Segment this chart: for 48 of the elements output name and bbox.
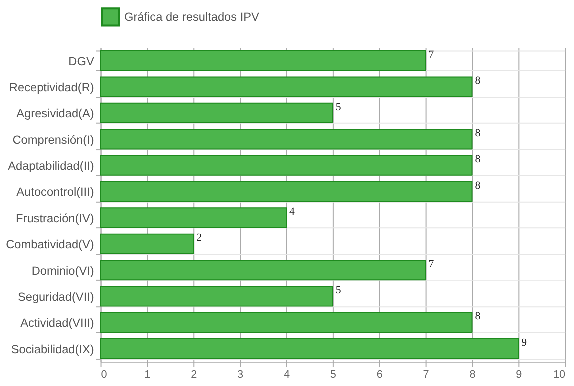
bar <box>100 260 426 281</box>
x-tick-label: 10 <box>554 369 566 382</box>
x-tick-label: 9 <box>516 369 522 382</box>
data-label: 7 <box>428 48 435 61</box>
data-label: 5 <box>336 284 342 297</box>
x-tick-label: 2 <box>191 369 198 382</box>
y-tick-label: Combatividad(V) <box>6 238 94 252</box>
y-tick-label: Actividad(VIII) <box>20 316 94 330</box>
data-label: 2 <box>196 232 202 244</box>
y-tick-label: Autocontrol(III) <box>16 185 94 200</box>
y-tick-label: Seguridad(VII) <box>18 290 94 304</box>
x-tick-label: 0 <box>101 369 108 382</box>
bar <box>100 155 473 176</box>
legend-label: Gráfica de resultados IPV <box>124 10 260 24</box>
x-tick-label: 6 <box>376 369 383 382</box>
data-label: 8 <box>475 310 482 323</box>
bar <box>100 129 473 150</box>
data-label: 8 <box>475 75 482 88</box>
data-label: 8 <box>475 154 482 166</box>
bar <box>100 286 334 307</box>
data-label: 4 <box>289 206 296 218</box>
data-label: 7 <box>428 258 435 270</box>
y-tick-label: Frustración(IV) <box>16 211 94 226</box>
data-label: 9 <box>522 336 528 349</box>
data-label: 5 <box>336 101 342 114</box>
y-tick-label: Adaptabilidad(II) <box>8 159 94 174</box>
x-tick-label: 3 <box>238 369 244 382</box>
y-tick-label: Agresividad(A) <box>16 106 94 121</box>
y-tick-label: Receptividad(R) <box>9 80 94 94</box>
bar <box>100 76 473 98</box>
x-tick-label: 1 <box>144 369 151 382</box>
x-tick-label: 7 <box>423 369 430 382</box>
data-label: 8 <box>475 180 482 192</box>
y-tick-label: Sociabilidad(IX) <box>11 342 94 356</box>
bar <box>100 181 473 202</box>
x-tick-label: 4 <box>284 369 290 382</box>
bar <box>100 234 194 254</box>
y-tick-label: DGV <box>68 54 94 68</box>
data-label: 8 <box>475 127 482 140</box>
y-tick-label: Comprensión(I) <box>12 132 94 147</box>
bar <box>100 312 473 333</box>
bar <box>100 50 426 72</box>
x-tick-label: 8 <box>470 369 476 382</box>
x-tick-label: 5 <box>330 369 336 382</box>
y-tick-label: Dominio(VI) <box>32 264 94 278</box>
bar <box>100 338 520 360</box>
bar <box>100 208 287 228</box>
bar <box>100 102 334 124</box>
